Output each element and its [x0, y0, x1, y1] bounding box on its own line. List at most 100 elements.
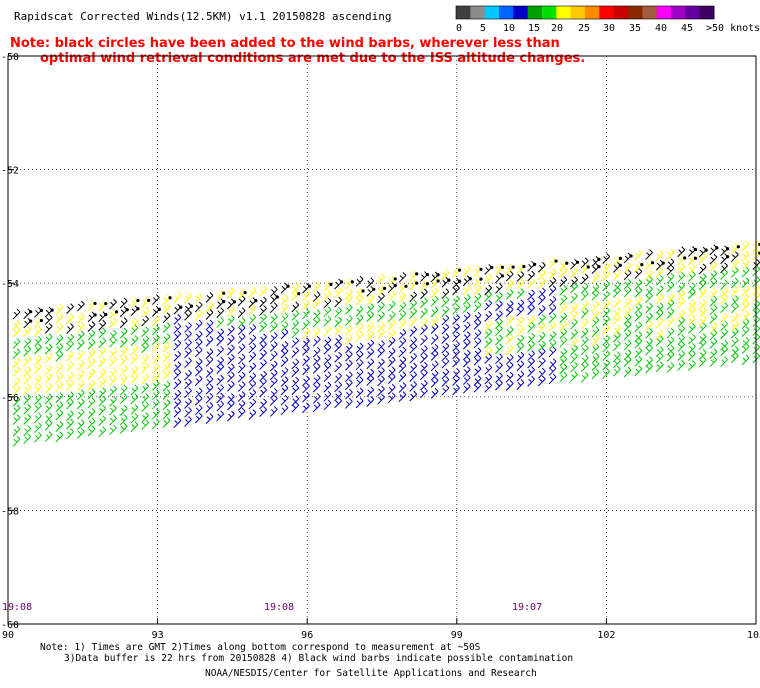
barb-glyph	[655, 361, 664, 373]
wind-barb	[194, 412, 203, 424]
wind-barb	[441, 296, 450, 308]
barb-glyph	[205, 402, 214, 413]
wind-barb	[141, 362, 149, 374]
quality-flag-dot	[340, 280, 344, 284]
wind-barb	[516, 315, 525, 327]
barb-glyph	[269, 395, 278, 406]
barb-glyph	[623, 329, 632, 341]
wind-barb	[559, 302, 568, 314]
barb-glyph	[398, 382, 407, 393]
barb-glyph	[462, 366, 471, 377]
wind-barb	[76, 300, 85, 312]
wind-barb	[302, 282, 312, 294]
barb-glyph	[312, 291, 321, 302]
barb-glyph	[527, 304, 535, 315]
barb-glyph	[280, 328, 289, 340]
barb-glyph	[162, 361, 171, 372]
barb-glyph	[23, 317, 32, 329]
wind-barb	[194, 301, 203, 313]
wind-barb	[602, 290, 611, 302]
barb-glyph	[119, 337, 128, 348]
barb-glyph	[484, 353, 493, 364]
wind-barb	[248, 372, 257, 384]
wind-barb	[709, 277, 718, 289]
wind-barb	[623, 320, 632, 332]
wind-barb	[505, 270, 514, 282]
barb-glyph	[570, 282, 578, 294]
wind-barb	[613, 269, 621, 281]
barb-glyph	[559, 320, 568, 332]
wind-barb	[591, 343, 600, 355]
barb-glyph	[227, 298, 235, 310]
wind-barb	[655, 274, 664, 286]
legend-label: >50 knots	[706, 23, 760, 34]
footer-note-1: Note: 1) Times are GMT 2)Times along bot…	[40, 642, 481, 653]
barb-glyph	[194, 387, 203, 399]
wind-barb	[34, 383, 42, 395]
wind-barb	[527, 297, 535, 308]
barb-glyph	[655, 317, 664, 329]
wind-barb	[109, 329, 117, 341]
wind-barb	[527, 332, 535, 344]
wind-barb	[473, 265, 483, 277]
barb-glyph	[44, 431, 53, 442]
wind-barb	[655, 329, 664, 340]
wind-barb	[109, 336, 117, 348]
barb-glyph	[87, 397, 96, 409]
barb-glyph	[537, 277, 546, 289]
barb-glyph	[441, 350, 450, 362]
barb-glyph	[623, 356, 632, 367]
wind-barb	[119, 414, 128, 426]
barb-glyph	[387, 337, 396, 348]
wind-barb	[516, 305, 525, 317]
wind-barb	[259, 349, 267, 361]
barb-glyph	[580, 257, 589, 269]
wind-barb	[130, 421, 139, 433]
barb-glyph	[720, 302, 728, 313]
wind-barb	[570, 353, 578, 364]
wind-barb	[355, 368, 364, 380]
wind-barb	[387, 337, 396, 348]
barb-glyph	[730, 312, 739, 324]
wind-barb	[591, 316, 600, 328]
barb-glyph	[570, 258, 578, 270]
barb-glyph	[248, 334, 257, 346]
barb-glyph	[688, 360, 696, 371]
barb-glyph	[12, 365, 21, 377]
barb-glyph	[344, 304, 353, 315]
barb-glyph	[184, 369, 192, 381]
barb-glyph	[227, 334, 235, 346]
barb-glyph	[377, 347, 385, 358]
barb-glyph	[55, 304, 64, 315]
barb-glyph	[548, 312, 557, 324]
wind-barb	[312, 401, 321, 413]
wind-barb	[677, 246, 686, 258]
barb-glyph	[259, 321, 267, 333]
wind-barb	[302, 391, 310, 403]
wind-barb	[602, 324, 611, 336]
wind-barb	[227, 298, 237, 310]
wind-barb	[44, 343, 53, 355]
quality-flag-dot	[715, 246, 719, 250]
legend-swatch	[699, 6, 715, 19]
wind-barb	[420, 307, 428, 319]
x-tick-label: 93	[152, 630, 164, 641]
wind-barb	[623, 306, 632, 318]
barb-glyph	[12, 319, 21, 331]
wind-barb	[430, 306, 439, 318]
barb-glyph	[505, 371, 514, 383]
barb-glyph	[44, 343, 53, 355]
barb-glyph	[248, 372, 257, 384]
barb-glyph	[548, 331, 557, 342]
barb-glyph	[430, 334, 439, 345]
barb-glyph	[484, 337, 493, 349]
wind-barb	[688, 350, 696, 362]
barb-glyph	[495, 283, 503, 294]
barb-glyph	[280, 282, 289, 294]
wind-barb	[87, 417, 96, 429]
wind-barb	[312, 316, 321, 328]
plot-frame	[7, 55, 757, 625]
wind-barb	[473, 375, 482, 386]
wind-barb	[516, 370, 525, 382]
chart-title: Rapidscat Corrected Winds(12.5KM) v1.1 2…	[14, 10, 392, 23]
